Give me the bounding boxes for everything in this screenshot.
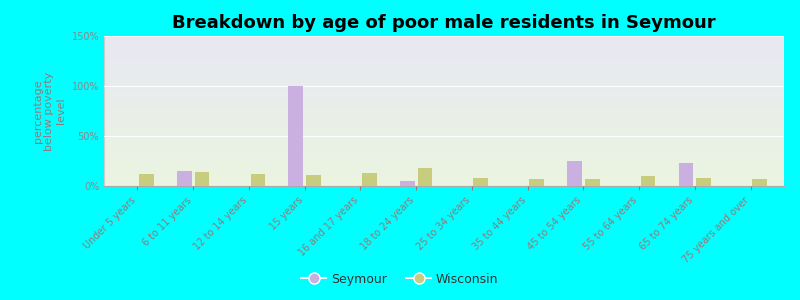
Bar: [418, 168, 432, 186]
Bar: [362, 173, 377, 186]
Title: Breakdown by age of poor male residents in Seymour: Breakdown by age of poor male residents …: [172, 14, 716, 32]
Bar: [530, 179, 544, 186]
Bar: [641, 176, 655, 186]
Bar: [194, 172, 210, 186]
Bar: [474, 178, 488, 186]
Legend: Seymour, Wisconsin: Seymour, Wisconsin: [297, 268, 503, 291]
Bar: [306, 175, 321, 186]
Bar: [697, 178, 711, 186]
Bar: [678, 163, 694, 186]
Bar: [177, 171, 191, 186]
Bar: [400, 181, 414, 186]
Bar: [567, 161, 582, 186]
Y-axis label: percentage
below poverty
level: percentage below poverty level: [33, 71, 66, 151]
Bar: [250, 174, 265, 186]
Bar: [139, 174, 154, 186]
Bar: [585, 179, 599, 186]
Bar: [752, 179, 766, 186]
Bar: [289, 86, 303, 186]
